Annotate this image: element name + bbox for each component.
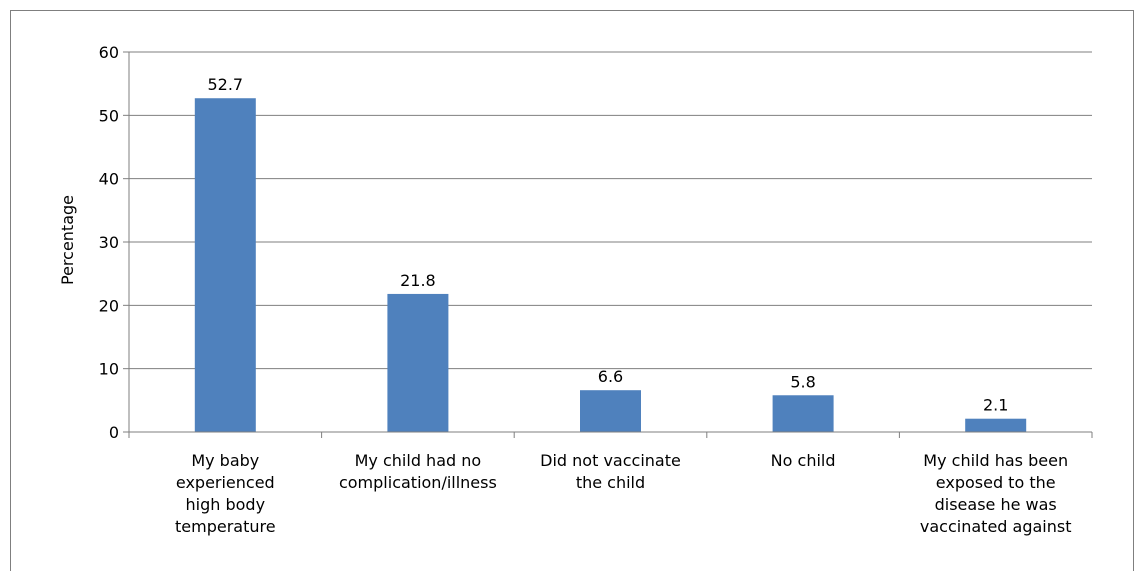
data-label-1: 21.8	[400, 271, 436, 290]
category-label-line: experienced	[176, 473, 275, 492]
category-label-4: My child has been exposed to the disease h…	[920, 451, 1072, 536]
bar-1	[387, 293, 449, 432]
data-label-3: 5.8	[790, 372, 815, 391]
category-label-0: My baby experienced high body temperature	[175, 451, 276, 536]
category-label-line: vaccinated against	[920, 517, 1072, 536]
bar-0	[194, 98, 256, 432]
category-label-line: My baby	[191, 451, 259, 470]
category-label-line: My child had no	[355, 451, 482, 470]
category-label-line: exposed to the	[936, 473, 1056, 492]
data-label-2: 6.6	[598, 367, 623, 386]
category-label-line: My child has been	[923, 451, 1068, 470]
y-tick-label-60: 60	[99, 43, 119, 62]
y-tick-label-0: 0	[109, 423, 119, 442]
category-label-line: the child	[576, 473, 645, 492]
bar-2	[580, 390, 641, 432]
category-label-2: Did not vaccinate the child	[540, 451, 681, 492]
category-label-3: No child	[771, 451, 836, 470]
bar-3	[772, 395, 834, 432]
data-label-0: 52.7	[207, 75, 243, 94]
bar-4	[965, 418, 1027, 432]
category-label-1: My child had no complication/illness	[339, 451, 497, 492]
bars	[194, 98, 1027, 432]
labels: 0 10 20 30 40 50 60 52.7 My baby experienced high …	[99, 43, 1072, 536]
y-tick-label-20: 20	[99, 296, 119, 315]
gridlines	[129, 51, 1092, 370]
category-label-line: high body	[186, 495, 266, 514]
category-label-line: Did not vaccinate	[540, 451, 681, 470]
y-tick-label-50: 50	[99, 106, 119, 125]
category-label-line: complication/illness	[339, 473, 497, 492]
category-label-line: temperature	[175, 517, 276, 536]
category-label-line: No child	[771, 451, 836, 470]
y-tick-label-30: 30	[99, 233, 119, 252]
data-label-4: 2.1	[983, 396, 1008, 415]
y-tick-label-40: 40	[99, 170, 119, 189]
category-label-line: disease he was	[935, 495, 1057, 514]
y-axis-title: Percentage	[58, 195, 77, 285]
axes	[123, 51, 1093, 438]
y-tick-label-10: 10	[99, 360, 119, 379]
